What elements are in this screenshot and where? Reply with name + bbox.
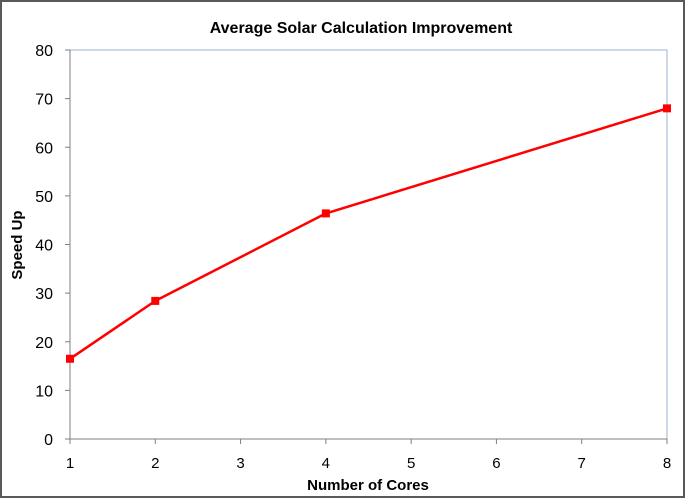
y-axis-ticks: 0 10 20 30 40 50 60 70 80 — [35, 43, 70, 449]
x-tick-label: 1 — [66, 455, 74, 472]
y-tick-label: 60 — [35, 140, 53, 157]
x-tick-label: 3 — [236, 455, 244, 472]
x-axis-label: Number of Cores — [307, 477, 429, 494]
y-tick-label: 0 — [44, 432, 53, 449]
chart-title: Average Solar Calculation Improvement — [210, 20, 513, 37]
data-point-marker — [663, 104, 671, 113]
y-tick-label: 70 — [35, 92, 53, 109]
y-tick-label: 10 — [35, 383, 53, 400]
series-line — [69, 107, 668, 360]
x-tick-label: 8 — [663, 455, 671, 472]
plot-area — [69, 49, 668, 440]
x-axis-ticks: 1 2 3 4 5 6 7 8 — [66, 439, 671, 472]
x-tick-label: 5 — [407, 455, 415, 472]
y-tick-label: 20 — [35, 335, 53, 352]
data-point-marker — [151, 296, 160, 305]
x-tick-label: 4 — [322, 455, 330, 472]
y-axis-label: Speed Up — [9, 210, 26, 279]
x-tick-label: 2 — [151, 455, 159, 472]
y-tick-label: 80 — [35, 43, 53, 60]
data-point-marker — [321, 209, 330, 218]
y-tick-label: 50 — [35, 189, 53, 206]
x-tick-label: 7 — [578, 455, 586, 472]
data-point-marker — [66, 354, 74, 363]
y-tick-label: 30 — [35, 286, 53, 303]
x-tick-label: 6 — [492, 455, 500, 472]
series-group — [66, 104, 671, 363]
y-tick-label: 40 — [35, 238, 53, 255]
